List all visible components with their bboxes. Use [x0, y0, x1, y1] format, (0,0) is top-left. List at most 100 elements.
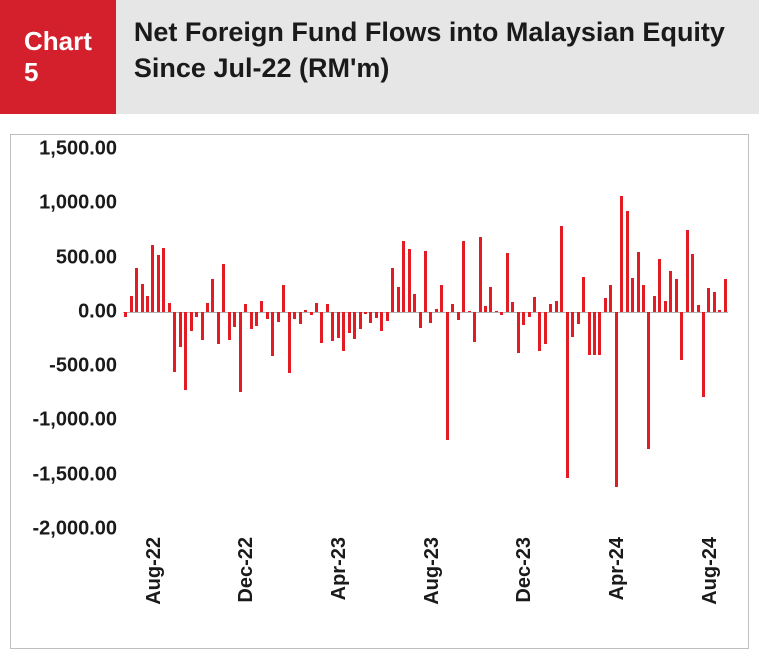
- bar: [299, 312, 302, 324]
- bar: [353, 312, 356, 339]
- y-tick-label: 0.00: [78, 300, 117, 323]
- bar: [130, 296, 133, 312]
- bar: [533, 297, 536, 312]
- bar: [500, 312, 503, 315]
- bar: [326, 304, 329, 312]
- bar: [190, 312, 193, 332]
- bar: [598, 312, 601, 355]
- bar: [637, 252, 640, 312]
- bar: [457, 312, 460, 320]
- x-tick-label: Apr-24: [606, 537, 629, 600]
- bar: [713, 292, 716, 312]
- bar: [135, 268, 138, 311]
- bar: [222, 264, 225, 312]
- bar: [538, 312, 541, 351]
- bar: [424, 251, 427, 312]
- bar: [468, 311, 471, 312]
- bar: [506, 253, 509, 312]
- zero-baseline: [123, 312, 728, 313]
- bar: [511, 302, 514, 312]
- bar: [462, 241, 465, 312]
- x-tick-label: Aug-22: [143, 537, 166, 605]
- bar: [631, 278, 634, 312]
- bars-region: [123, 149, 728, 529]
- bar: [315, 303, 318, 312]
- bar: [549, 304, 552, 312]
- plot-border: 1,500.001,000.00500.000.00-500.00-1,000.…: [10, 134, 749, 649]
- bar: [162, 248, 165, 312]
- bar: [429, 312, 432, 323]
- chart-number-badge: Chart 5: [0, 0, 116, 114]
- bar: [408, 249, 411, 312]
- bar: [593, 312, 596, 355]
- bar: [277, 312, 280, 322]
- bar: [369, 312, 372, 323]
- bar: [582, 277, 585, 312]
- bar: [686, 230, 689, 311]
- bar: [375, 312, 378, 319]
- y-tick-label: -2,000.00: [32, 518, 117, 541]
- bar: [522, 312, 525, 325]
- bar: [184, 312, 187, 390]
- bar: [718, 310, 721, 312]
- bar: [707, 288, 710, 312]
- bar: [647, 312, 650, 449]
- bar: [157, 255, 160, 311]
- bar: [141, 284, 144, 312]
- y-axis: 1,500.001,000.00500.000.00-500.00-1,000.…: [23, 149, 123, 529]
- bar: [250, 312, 253, 329]
- bar: [386, 312, 389, 321]
- bar: [724, 279, 727, 312]
- bar: [397, 287, 400, 312]
- bar: [484, 306, 487, 311]
- bar: [228, 312, 231, 340]
- bar: [615, 312, 618, 487]
- bar: [675, 279, 678, 312]
- bar: [304, 310, 307, 312]
- bar: [288, 312, 291, 373]
- x-tick-label: Dec-23: [513, 537, 536, 603]
- bar: [642, 285, 645, 312]
- bar: [697, 305, 700, 312]
- bar: [517, 312, 520, 353]
- bar: [528, 312, 531, 317]
- bar: [669, 271, 672, 312]
- bar: [413, 294, 416, 311]
- bar: [173, 312, 176, 372]
- bar: [419, 312, 422, 328]
- bar: [435, 309, 438, 312]
- bar: [380, 312, 383, 332]
- bar: [282, 285, 285, 312]
- x-axis: Aug-22Dec-22Apr-23Aug-23Dec-23Apr-24Aug-…: [123, 529, 728, 634]
- bar: [364, 312, 367, 314]
- bar: [664, 301, 667, 312]
- bar: [702, 312, 705, 397]
- bar: [446, 312, 449, 440]
- bar: [255, 312, 258, 326]
- bar: [293, 312, 296, 320]
- bar: [359, 312, 362, 329]
- bar: [604, 298, 607, 312]
- y-tick-label: -500.00: [49, 355, 117, 378]
- bar: [680, 312, 683, 360]
- y-tick-label: 1,500.00: [39, 138, 117, 161]
- bar: [544, 312, 547, 345]
- bar: [310, 312, 313, 315]
- bar: [244, 304, 247, 312]
- bar: [348, 312, 351, 333]
- x-tick-label: Aug-24: [699, 537, 722, 605]
- bar: [217, 312, 220, 345]
- bar: [440, 285, 443, 312]
- bar: [146, 296, 149, 312]
- bar: [402, 241, 405, 312]
- bar: [473, 312, 476, 342]
- plot-container: 1,500.001,000.00500.000.00-500.00-1,000.…: [0, 114, 759, 659]
- y-tick-label: -1,000.00: [32, 409, 117, 432]
- bar: [489, 287, 492, 312]
- bar: [151, 245, 154, 312]
- bar: [211, 279, 214, 312]
- bar: [168, 303, 171, 312]
- x-tick-label: Apr-23: [328, 537, 351, 600]
- bar: [271, 312, 274, 357]
- bar: [179, 312, 182, 347]
